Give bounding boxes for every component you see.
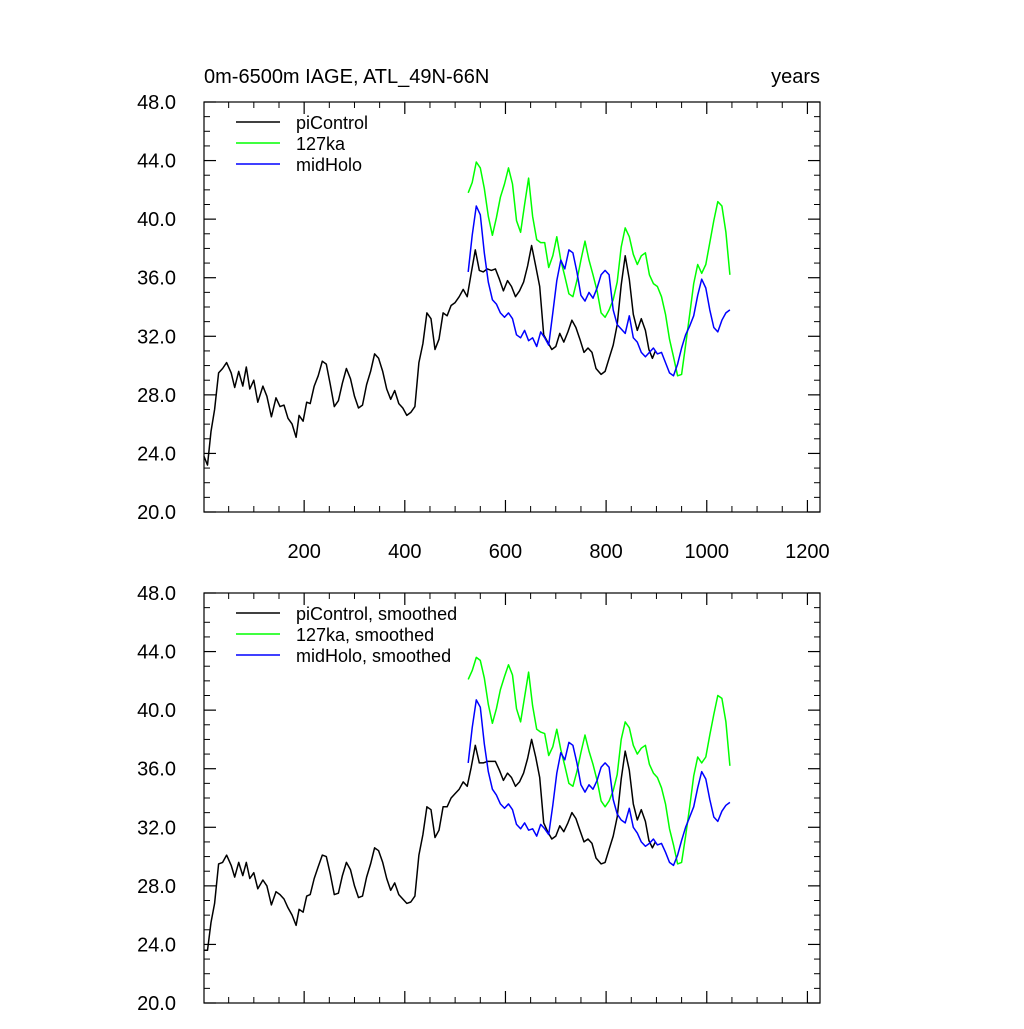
x-tick-label: 400	[388, 541, 421, 563]
y-tick-label: 36.0	[137, 268, 176, 290]
x-tick-label: 200	[287, 541, 320, 563]
y-tick-label: 36.0	[137, 759, 176, 781]
x-tick-label: 1200	[785, 541, 830, 563]
y-tick-label: 28.0	[137, 876, 176, 898]
y-tick-label: 28.0	[137, 385, 176, 407]
series-line-midholo-smoothed	[467, 699, 731, 867]
series-line-picontrol	[203, 244, 657, 466]
top-panel-units: years	[771, 66, 820, 88]
x-tick-label: 600	[489, 541, 522, 563]
top-panel-title: 0m-6500m IAGE, ATL_49N-66N	[204, 66, 489, 88]
legend-label-picontrol-smoothed: piControl, smoothed	[296, 604, 457, 624]
y-tick-label: 40.0	[137, 700, 176, 722]
legend-label-picontrol: piControl	[296, 113, 368, 133]
series-line-127ka-smoothed	[467, 656, 731, 865]
top-panel: 0m-6500m IAGE, ATL_49N-66N years 20.0 24.…	[137, 66, 830, 563]
x-tick-label: 800	[589, 541, 622, 563]
y-tick-label: 40.0	[137, 209, 176, 231]
y-tick-label: 44.0	[137, 642, 176, 664]
legend-label-midholo-smoothed: midHolo, smoothed	[296, 646, 451, 666]
series-line-127ka	[467, 161, 731, 377]
top-panel-legend: piControl 127ka midHolo	[236, 113, 368, 175]
y-tick-label: 20.0	[137, 993, 176, 1015]
y-tick-label: 24.0	[137, 934, 176, 956]
y-tick-label: 44.0	[137, 151, 176, 173]
x-tick-label: 1000	[685, 541, 730, 563]
y-tick-label: 48.0	[137, 92, 176, 114]
series-line-picontrol-smoothed	[204, 738, 657, 952]
y-tick-label: 20.0	[137, 502, 176, 524]
y-tick-label: 32.0	[137, 817, 176, 839]
legend-label-127ka: 127ka	[296, 134, 346, 154]
y-tick-label: 32.0	[137, 326, 176, 348]
y-tick-label: 48.0	[137, 583, 176, 605]
legend-label-127ka-smoothed: 127ka, smoothed	[296, 625, 434, 645]
bottom-panel-legend: piControl, smoothed 127ka, smoothed midH…	[236, 604, 457, 666]
legend-label-midholo: midHolo	[296, 155, 362, 175]
series-line-midholo	[467, 205, 731, 377]
y-tick-label: 24.0	[137, 443, 176, 465]
bottom-panel: 20.0 24.0 28.0 32.0 36.0 40.0 44.0 48.0 piContr…	[137, 583, 821, 1015]
